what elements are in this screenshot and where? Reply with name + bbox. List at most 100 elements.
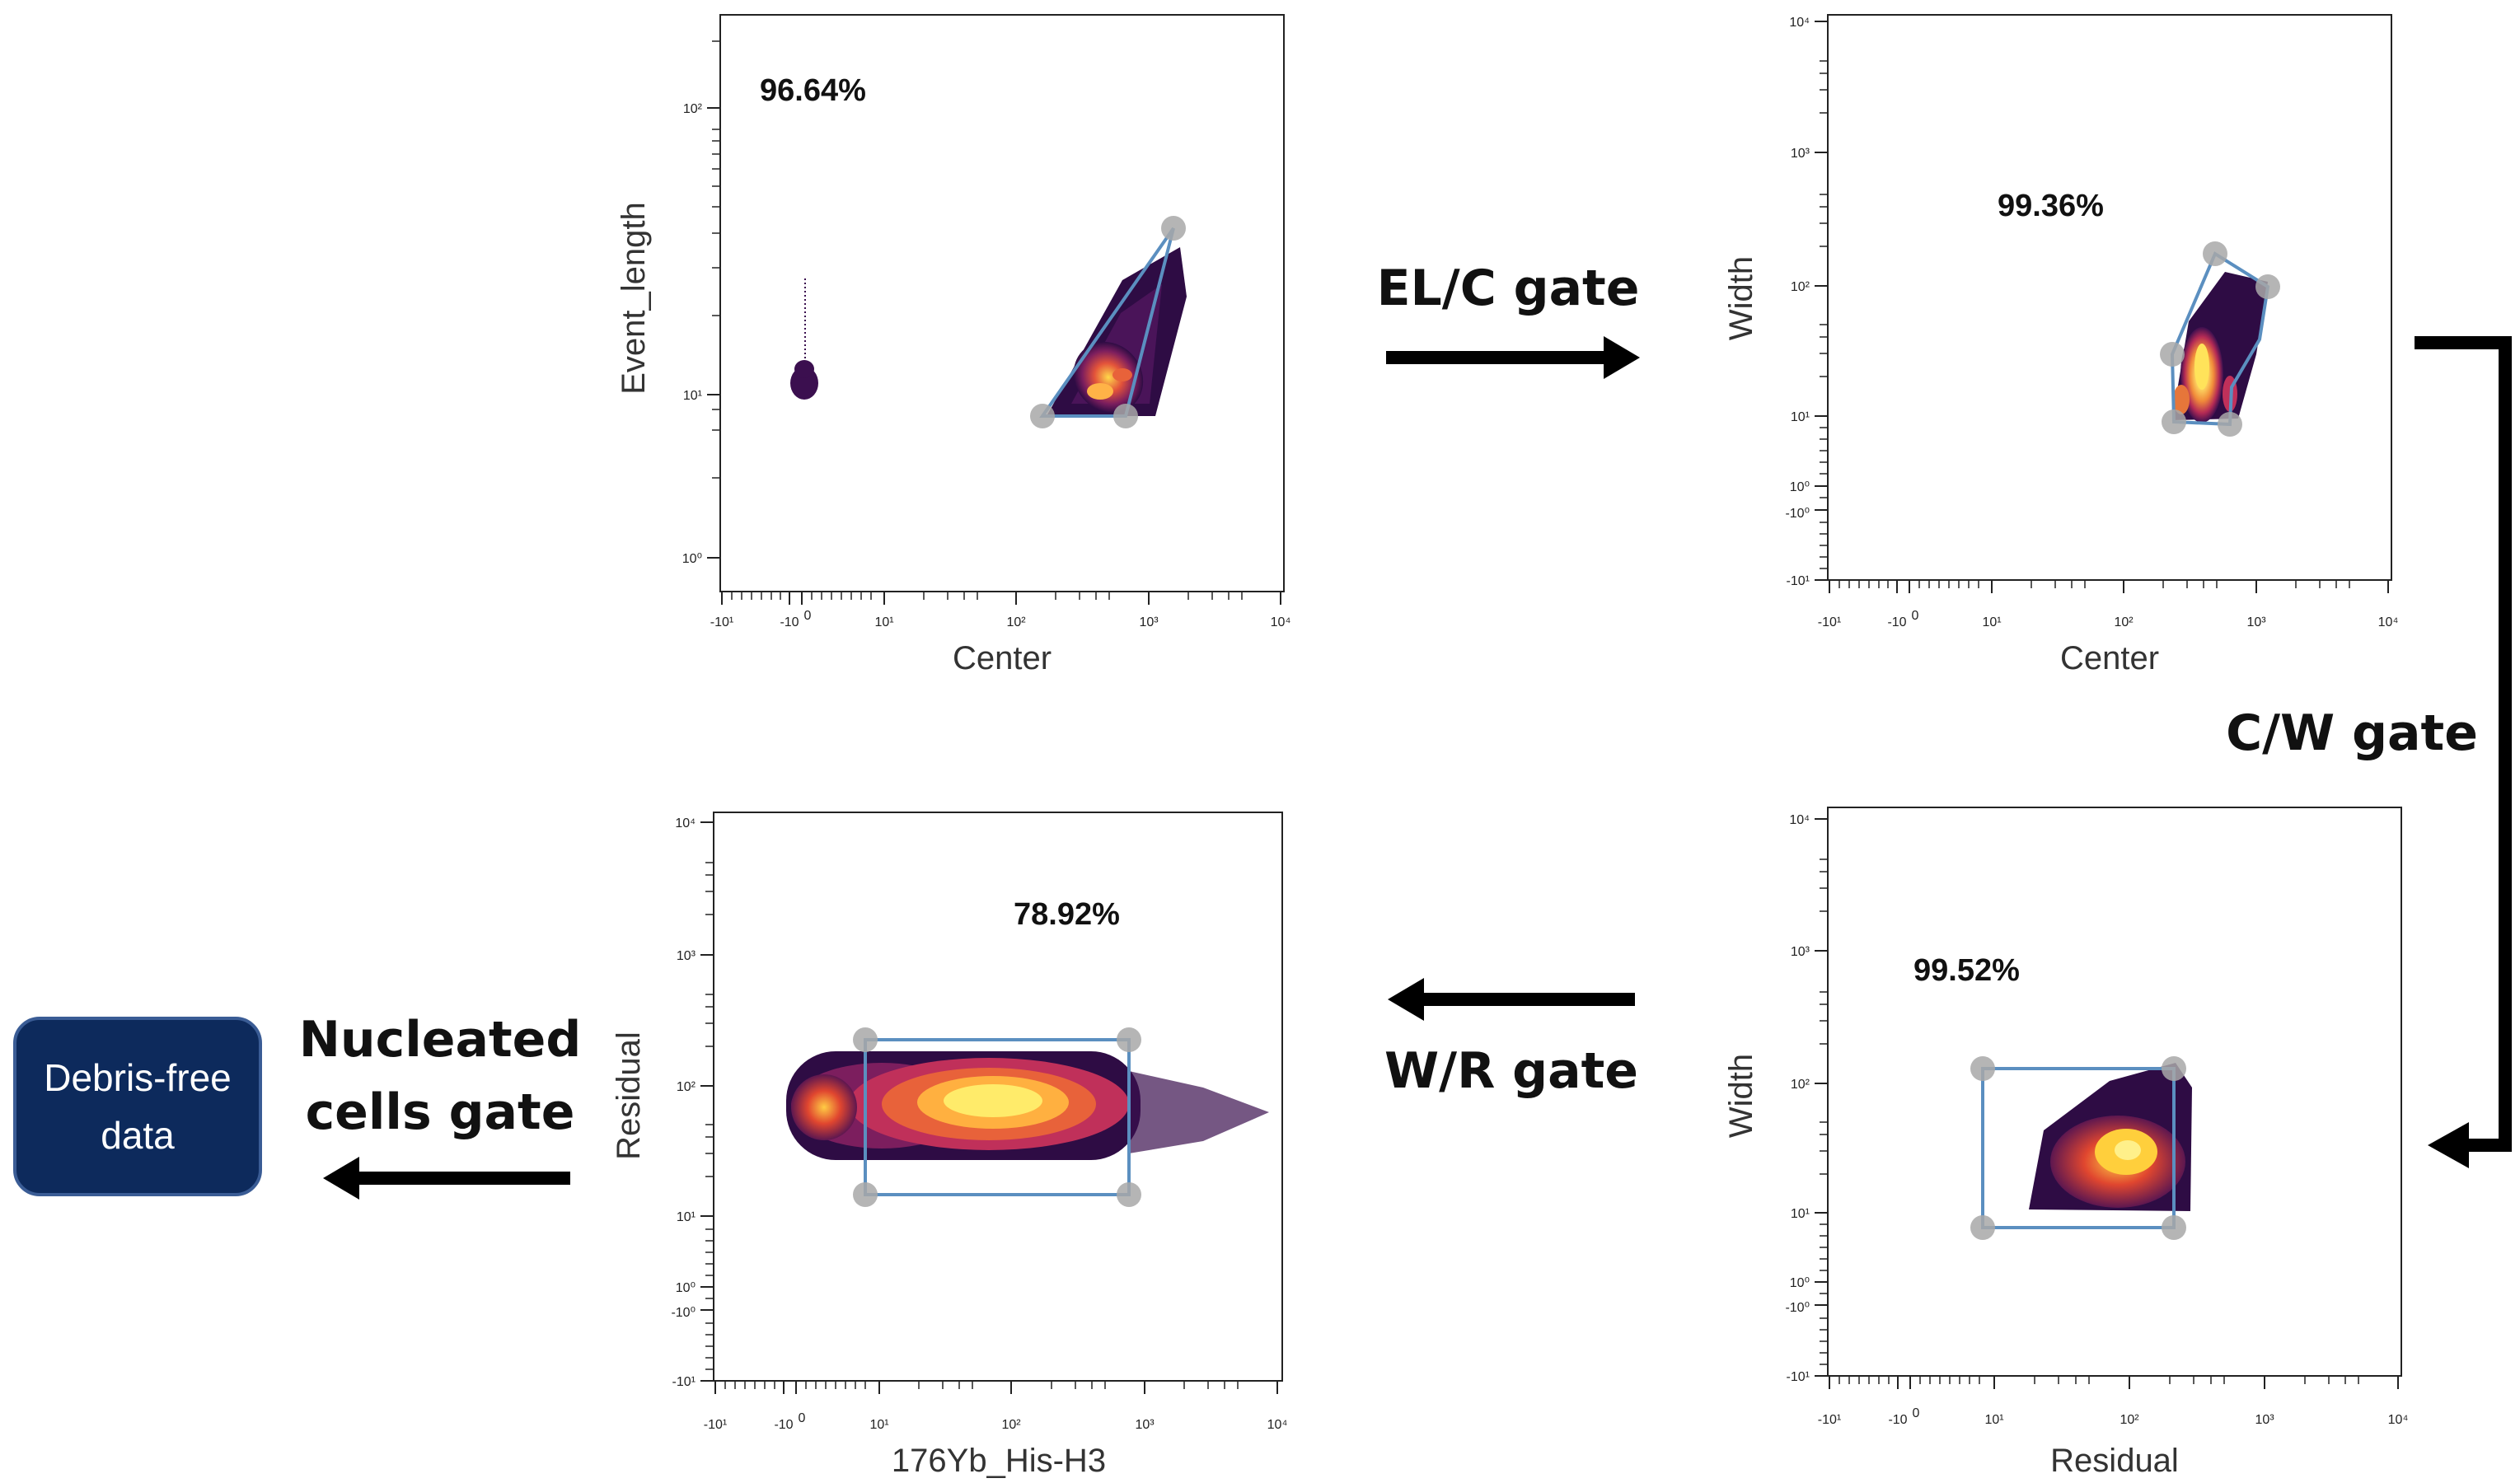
plot-frame [719,14,1285,592]
flow-label-wr-gate: W/R gate [1384,1042,1638,1100]
y-tick-label: -10⁰ [1785,1301,1810,1315]
flow-arrow-cw [2415,336,2512,1168]
output-box-line2: data [101,1114,175,1157]
gate-handle[interactable] [2255,274,2280,299]
gate-handle[interactable] [2162,1215,2186,1240]
y-ticks [1815,818,1828,1377]
x-tick-label: 10⁴ [1271,615,1291,629]
x-tick-label: 10¹ [874,615,893,629]
y-tick-label: -10¹ [1787,574,1810,588]
y-tick-label: 10¹ [1791,1207,1810,1221]
y-tick-label: -10¹ [672,1375,696,1389]
plot-event-length-vs-center: 96.64% Center Event_length -10¹ -10 [616,14,1291,676]
gate-handle[interactable] [853,1182,878,1207]
y-tick-label: 10⁴ [675,816,696,830]
plot-residual-vs-his-h3: 78.92% 176Yb_His-H3 Residual -10¹ -10 0 [611,812,1287,1479]
debris-free-data-box: Debris-free data [13,1017,262,1196]
density-cloud-debris [790,278,818,400]
gate-handle[interactable] [2162,1056,2186,1081]
gate-polygon[interactable] [2160,241,2280,437]
gate-rectangle[interactable] [1970,1056,2186,1240]
y-tick-label: 10⁴ [1789,813,1810,827]
gate-handle[interactable] [2162,409,2186,434]
x-tick-label: 10³ [1135,1418,1155,1432]
x-tick-label: 10¹ [1982,615,2001,629]
gate-handle[interactable] [1030,404,1055,428]
x-axis-title: Residual [2050,1443,2179,1479]
y-minor-ticks [705,862,714,1370]
flow-arrow-wr [1388,978,1635,1021]
y-axis-title: Event_length [616,202,652,395]
flow-label-cw-gate: C/W gate [2226,704,2478,762]
x-tick-label: 10¹ [1984,1413,2003,1427]
y-tick-label: 10² [683,102,703,116]
gate-polygon[interactable] [1030,216,1186,428]
flow-arrow-elc [1386,336,1640,379]
gate-percentage: 78.92% [1014,897,1120,932]
y-axis-title: Width [1723,256,1759,340]
gate-handle[interactable] [1113,404,1138,428]
y-tick-label: 10⁰ [1790,480,1810,494]
x-ticks [721,592,1281,605]
y-tick-label: 10⁰ [1790,1276,1810,1290]
y-tick-label: 10¹ [683,389,702,403]
gate-handle[interactable] [2160,342,2185,367]
y-ticks [700,821,714,1382]
density-cloud-cells [786,1051,1269,1160]
y-minor-ticks [1820,858,1828,1365]
x-axis-title: Center [953,640,1052,676]
x-minor-ticks [724,1381,1239,1389]
x-minor-ticks [731,592,1243,600]
x-tick-label: 0 [1913,1406,1920,1420]
x-tick-label: 0 [804,609,812,623]
gate-rectangle[interactable] [853,1027,1141,1207]
y-tick-label: -10¹ [1787,1370,1810,1384]
x-tick-label: -10¹ [704,1418,727,1432]
x-axis-title: Center [2060,640,2159,676]
x-minor-ticks [1838,580,2350,588]
plot-width-vs-residual: 99.52% Residual Width -10¹ -10 0 10¹ [1723,807,2408,1479]
flow-label-nucleated-line2: cells gate [306,1083,575,1141]
plot-frame [1827,14,2392,581]
y-ticks [1815,21,1828,581]
y-tick-label: -10⁰ [671,1306,696,1320]
x-tick-label: 0 [799,1411,806,1425]
gate-handle[interactable] [1970,1215,1995,1240]
x-tick-label: -10 [780,615,799,629]
x-axis-title: 176Yb_His-H3 [892,1443,1106,1479]
x-minor-ticks [1838,1376,2359,1384]
gate-handle[interactable] [1117,1182,1141,1207]
y-tick-label: 10¹ [1791,410,1810,424]
gate-handle[interactable] [1161,216,1186,241]
x-tick-label: 10³ [1139,615,1159,629]
x-tick-label: 0 [1912,609,1919,623]
x-tick-label: -10¹ [1818,1413,1841,1427]
y-tick-label: 10⁰ [676,1281,696,1295]
plot-width-vs-center: 99.36% Center Width -10¹ -10 0 10¹ [1723,14,2398,676]
gate-handle[interactable] [2218,412,2242,437]
gate-handle[interactable] [2203,241,2227,266]
y-tick-label: 10² [677,1080,696,1094]
x-ticks [1829,580,2389,593]
flow-label-elc-gate: EL/C gate [1377,260,1640,317]
y-tick-label: 10² [1791,280,1810,294]
x-tick-label: 10² [1006,615,1026,629]
gate-percentage: 99.36% [1998,189,2104,223]
density-cloud-cells [2029,1063,2192,1211]
x-tick-label: 10⁴ [1267,1418,1288,1432]
y-tick-label: 10³ [1791,945,1810,959]
x-tick-label: -10¹ [1818,615,1841,629]
gate-handle[interactable] [1117,1027,1141,1052]
gate-handle[interactable] [853,1027,878,1052]
y-minor-ticks [1820,60,1828,569]
y-axis-title: Residual [611,1032,647,1160]
x-tick-label: 10¹ [869,1418,888,1432]
density-cloud-cells [1047,247,1187,416]
y-tick-label: 10¹ [677,1210,696,1224]
gate-percentage: 99.52% [1913,953,2020,988]
y-tick-label: -10⁰ [1785,507,1810,521]
x-tick-label: 10² [1001,1418,1021,1432]
gate-handle[interactable] [1970,1056,1995,1081]
x-tick-label: 10³ [2255,1413,2274,1427]
